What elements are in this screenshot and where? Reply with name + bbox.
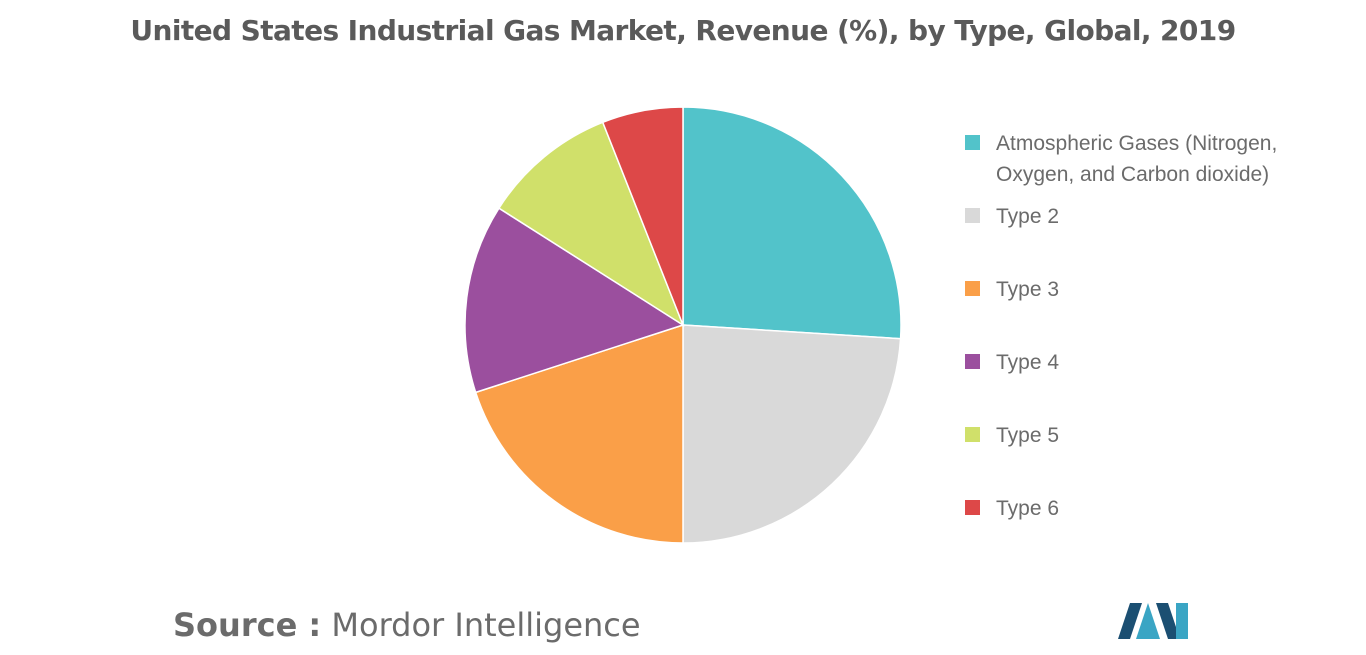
legend-swatch-type-5 [965, 427, 980, 442]
legend-swatch-type-3 [965, 281, 980, 296]
legend-item: Type 3 [965, 274, 1341, 305]
pie-slice-3 [474, 323, 684, 544]
legend-swatch-type-2 [965, 208, 980, 223]
chart-title: United States Industrial Gas Market, Rev… [130, 14, 1236, 47]
legend-label: Type 2 [996, 205, 1060, 228]
source-key: Source : [173, 606, 322, 644]
legend-swatch-atmospheric-gases [965, 135, 980, 150]
legend-item: Type 5 [965, 420, 1341, 451]
pie-slice-4 [464, 207, 685, 394]
pie-slices [464, 106, 902, 544]
legend-label: Type 6 [996, 497, 1060, 520]
legend-label: Type 5 [996, 424, 1060, 447]
pie-slice-6 [601, 106, 684, 326]
source-value: Mordor Intelligence [331, 606, 641, 644]
legend-item: Type 2 [965, 201, 1341, 232]
pie-slice-1 [682, 106, 902, 340]
legend-label: Type 3 [996, 278, 1060, 301]
pie-slice-5 [497, 121, 685, 327]
legend-item: Type 4 [965, 347, 1341, 378]
pie-slice-2 [682, 324, 902, 544]
legend-swatch-type-4 [965, 354, 980, 369]
legend-label: Type 4 [996, 351, 1060, 374]
legend-item: Type 6 [965, 493, 1341, 524]
source-line: Source : Mordor Intelligence [173, 606, 641, 644]
legend-label: Atmospheric Gases (Nitrogen, Oxygen, and… [996, 132, 1278, 186]
legend-item: Atmospheric Gases (Nitrogen, Oxygen, and… [965, 128, 1341, 190]
mordor-intelligence-logo-icon [1118, 603, 1188, 639]
legend-swatch-type-6 [965, 500, 980, 515]
